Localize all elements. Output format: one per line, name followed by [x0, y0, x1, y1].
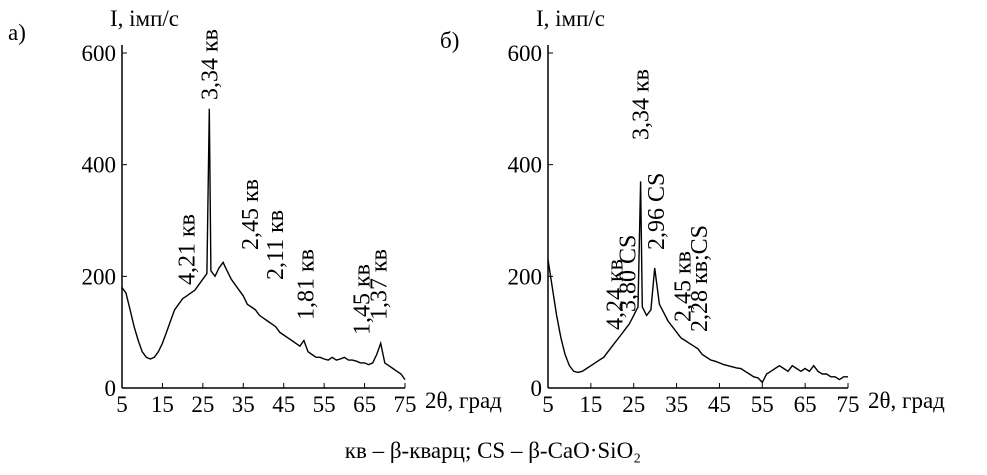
peak-label: 1,45 кв: [349, 264, 375, 335]
x-axis-label: 2θ, град: [868, 388, 945, 413]
panel-label: а): [8, 20, 26, 45]
x-tick-label: 15: [579, 392, 602, 417]
peak-label: 2,45 кв: [671, 251, 697, 322]
x-tick-label: 35: [665, 392, 688, 417]
xrd-line: [121, 108, 406, 381]
y-tick-label: 400: [82, 153, 117, 178]
peak-label: 4,21 кв: [175, 214, 201, 285]
xrd-line: [547, 181, 848, 384]
y-tick-label: 0: [105, 376, 117, 401]
x-tick-label: 55: [751, 392, 774, 417]
y-axis-label: I, імп/с: [110, 6, 179, 31]
x-tick-label: 25: [622, 392, 645, 417]
y-tick-label: 600: [82, 41, 117, 66]
peak-label: 3,80 CS: [616, 235, 642, 312]
x-tick-label: 65: [353, 392, 376, 417]
x-tick-label: 25: [191, 392, 214, 417]
peak-label: 3,34 кв: [197, 29, 223, 100]
peak-label: 4,24 кв: [602, 259, 628, 330]
x-tick-label: 55: [313, 392, 336, 417]
peak-label: 3,34 кв: [629, 69, 655, 140]
x-tick-label: 5: [116, 392, 128, 417]
y-tick-label: 400: [508, 153, 543, 178]
peak-label: 1,37 кв: [366, 249, 392, 320]
x-tick-label: 65: [794, 392, 817, 417]
x-axis-label: 2θ, град: [425, 388, 502, 413]
x-tick-label: 35: [232, 392, 255, 417]
caption: кв – β-кварц; CS – β-CaO·SiO₂: [345, 438, 641, 463]
panel-label: б): [440, 28, 459, 53]
y-tick-label: 600: [508, 41, 543, 66]
y-axis-label: I, імп/с: [536, 6, 605, 31]
peak-label: 1,81 кв: [294, 249, 320, 320]
x-tick-label: 75: [394, 392, 417, 417]
peak-label: 2,11 кв: [263, 210, 289, 280]
peak-label: 2,28 кв;CS: [687, 225, 713, 332]
x-tick-label: 45: [272, 392, 295, 417]
peak-label: 2,45 кв: [238, 179, 264, 250]
peak-label: 2,96 CS: [644, 173, 670, 250]
x-tick-label: 75: [837, 392, 860, 417]
x-tick-label: 45: [708, 392, 731, 417]
y-tick-label: 200: [82, 264, 117, 289]
y-tick-label: 200: [508, 264, 543, 289]
y-tick-label: 0: [531, 376, 543, 401]
x-tick-label: 5: [542, 392, 554, 417]
x-tick-label: 15: [151, 392, 174, 417]
